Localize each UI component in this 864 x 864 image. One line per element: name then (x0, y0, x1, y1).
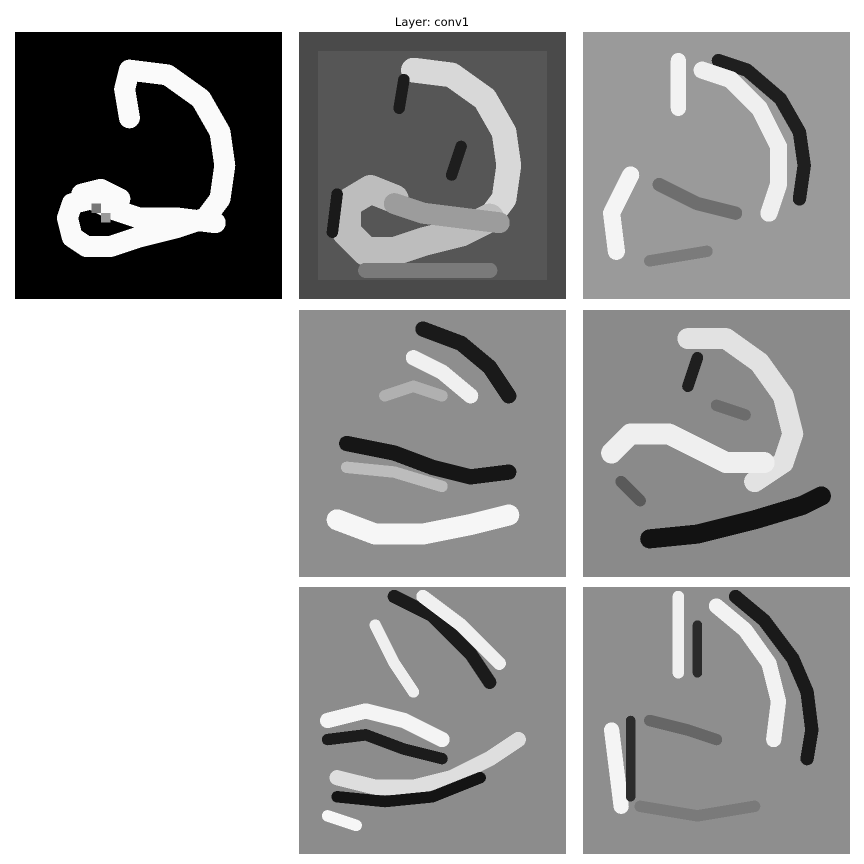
feature-map-3 (299, 310, 566, 577)
input-image-canvas (15, 32, 282, 299)
feature-map-3-canvas (299, 310, 566, 577)
feature-map-1-canvas (299, 32, 566, 299)
feature-map-4 (583, 310, 850, 577)
input-image (15, 32, 282, 299)
feature-map-4-canvas (583, 310, 850, 577)
figure-title: Layer: conv1 (394, 15, 470, 29)
feature-map-5-canvas (299, 587, 566, 854)
feature-map-6-canvas (583, 587, 850, 854)
feature-map-5 (299, 587, 566, 854)
feature-map-1 (299, 32, 566, 299)
feature-map-2 (583, 32, 850, 299)
feature-map-6 (583, 587, 850, 854)
feature-map-2-canvas (583, 32, 850, 299)
